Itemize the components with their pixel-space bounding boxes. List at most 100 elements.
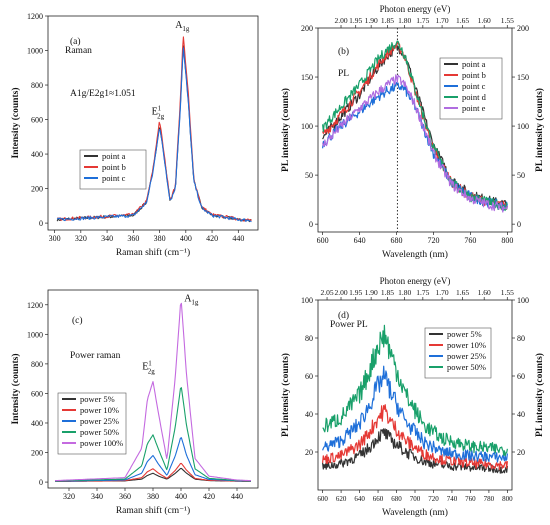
y2-tick-label: 100 [517, 296, 529, 305]
legend-label: power 25% [80, 416, 119, 426]
peak-label: A1g [175, 20, 190, 33]
panel-title: Power PL [330, 320, 368, 330]
x-tick-label: 620 [336, 495, 347, 503]
x-tick-label: 380 [147, 492, 159, 501]
y-tick-label: 800 [31, 360, 43, 369]
x-tick-label: 360 [119, 492, 131, 501]
series-line-point-d [322, 40, 508, 212]
y-tick-label: 0 [39, 478, 43, 487]
y-tick-label: 0 [309, 220, 313, 229]
legend-box [424, 327, 492, 379]
legend-label: point c [462, 81, 486, 91]
y-tick-label: 200 [31, 449, 43, 458]
x-tick-label: 760 [464, 236, 476, 245]
y2-tick-label: 40 [517, 410, 525, 419]
series-group [54, 302, 252, 482]
y2-tick-label: 200 [517, 24, 529, 33]
x-tick-label: 720 [427, 236, 439, 245]
x-tick-label: 700 [410, 495, 421, 503]
x-tick-label: 680 [391, 495, 402, 503]
y-tick-label: 600 [31, 116, 43, 125]
x-tick-label: 600 [317, 236, 329, 245]
y-tick-label: 20 [305, 448, 313, 457]
x-tick-label: 780 [484, 495, 495, 503]
x-tick-label: 420 [206, 234, 218, 243]
legend-label: point b [462, 70, 486, 80]
y2-tick-label: 100 [517, 122, 529, 131]
x-tick-label: 640 [354, 495, 365, 503]
x2-tick-label: 2.00 [334, 288, 347, 297]
series-line-power-100- [55, 302, 251, 482]
y-tick-label: 50 [305, 171, 313, 180]
y-axis-label: Intensity (counts) [10, 88, 21, 159]
x-tick-label: 440 [231, 492, 243, 501]
panel-b: 600 640 680 720 760 800 0 0 50 50 100 100 150 150 200 2… [280, 4, 545, 260]
series-line-power-10- [54, 462, 252, 482]
x2-tick-label: 1.95 [349, 16, 362, 25]
series-line-point-b [57, 36, 252, 222]
series-group [322, 28, 508, 232]
panel-c: 320 340 360 380 400 420 440 0 200 400 600 800 1000 12… [10, 289, 259, 516]
y-tick-label: 600 [31, 389, 43, 398]
peak-label: E1 2g [152, 104, 165, 120]
legend-label: power 5% [80, 394, 115, 404]
x2-tick-label: 1.65 [456, 16, 469, 25]
panel-title: PL [338, 69, 349, 79]
x-tick-label: 420 [203, 492, 215, 501]
legend-label: point a [462, 59, 486, 69]
x-tick-label: 340 [91, 492, 103, 501]
y-axis-label: PL intensity (counts) [280, 88, 291, 172]
x-tick-label: 740 [447, 495, 458, 503]
peak-label: E1 2g [142, 360, 155, 376]
legend-label: power 10% [80, 405, 119, 415]
x2-tick-label: 1.85 [381, 16, 394, 25]
ratio-annotation: A1g/E2g1≈1.051 [70, 89, 136, 99]
y-tick-label: 1200 [27, 301, 43, 310]
y-tick-label: 400 [31, 419, 43, 428]
x2-tick-label: 2.00 [334, 16, 347, 25]
x-tick-label: 300 [49, 234, 61, 243]
x2-tick-label: 1.60 [478, 16, 491, 25]
plot-frame [47, 15, 259, 231]
x-tick-label: 400 [180, 234, 192, 243]
x-axis-label: Wavelength (nm) [382, 507, 448, 518]
panel-title: Raman [65, 46, 92, 56]
x2-tick-label: 1.85 [381, 288, 394, 297]
x2-tick-label: 1.80 [398, 16, 411, 25]
x-tick-label: 680 [391, 236, 403, 245]
x2-tick-label: 1.60 [478, 288, 491, 297]
series-line-point-c [56, 47, 252, 223]
y2-tick-label: 80 [517, 334, 525, 343]
x-tick-label: 340 [101, 234, 113, 243]
x-axis-label: Wavelength (nm) [382, 249, 448, 260]
x-axis-label: Raman shift (cm⁻¹) [116, 247, 190, 258]
legend-label: power 50% [447, 362, 486, 372]
x-tick-label: 360 [127, 234, 139, 243]
y-tick-label: 200 [31, 185, 43, 194]
x-tick-label: 800 [501, 236, 513, 245]
series-line-point-a [56, 45, 252, 223]
series-line-power-50- [55, 387, 251, 482]
series-group [56, 36, 252, 223]
y-tick-label: 100 [301, 122, 313, 131]
y-tick-label: 800 [31, 81, 43, 90]
panel-title: Power raman [70, 351, 121, 361]
legend-label: power 10% [447, 340, 486, 350]
series-line-power-25- [55, 437, 251, 482]
series-line-power-25- [322, 365, 508, 463]
y-tick-label: 200 [301, 24, 313, 33]
y2-tick-label: 50 [517, 171, 525, 180]
legend-label: power 5% [447, 329, 482, 339]
x-tick-label: 720 [428, 495, 439, 503]
series-line-power-50- [322, 324, 508, 456]
y-tick-label: 1000 [27, 330, 43, 339]
panel-label: (c) [72, 315, 83, 326]
y-tick-label: 400 [31, 150, 43, 159]
x2-tick-label: 1.55 [501, 288, 514, 297]
panel-d: 600 620 640 660 680 700 720 740 760 780 800 20 20 40 4… [280, 276, 545, 518]
x-tick-label: 380 [154, 234, 166, 243]
x2-tick-label: 1.90 [365, 288, 378, 297]
legend-label: point b [102, 162, 126, 172]
y-tick-label: 0 [39, 219, 43, 228]
